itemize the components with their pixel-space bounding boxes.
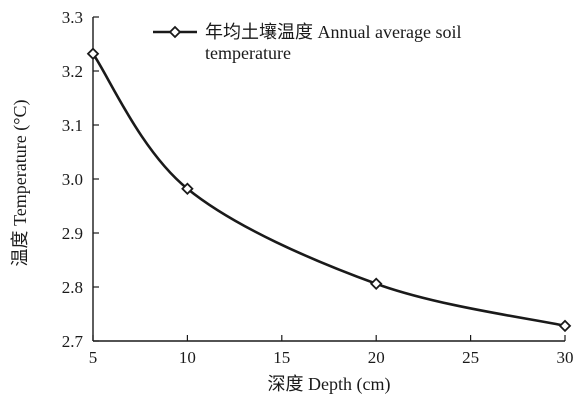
data-point-marker	[369, 277, 383, 291]
series-layer	[86, 47, 572, 333]
series-line	[91, 52, 566, 328]
x-tick-label: 15	[273, 348, 290, 367]
legend-diamond-marker	[168, 25, 182, 39]
axes	[92, 17, 565, 342]
y-tick-label: 3.3	[62, 8, 83, 27]
legend: 年均土壤温度 Annual average soil temperature	[153, 22, 461, 63]
x-tick-label: 5	[89, 348, 98, 367]
y-tick-label: 2.9	[62, 224, 83, 243]
y-tick-label: 3.2	[62, 62, 83, 81]
data-point-marker	[181, 182, 194, 195]
y-tick-label: 2.8	[62, 278, 83, 297]
x-tick-label: 20	[368, 348, 385, 367]
x-axis-title: 深度 Depth (cm)	[268, 374, 391, 395]
x-tick-label: 25	[462, 348, 479, 367]
y-axis-title: 温度 Temperature (°C)	[10, 100, 31, 267]
y-tick-label: 2.7	[62, 332, 84, 351]
data-point-marker	[558, 319, 572, 333]
y-tick-label: 3.1	[62, 116, 83, 135]
y-tick-label: 3.0	[62, 170, 83, 189]
legend-label-line-2: temperature	[205, 43, 291, 63]
tick-labels: 5 10 15 20 25 30 2.7 2.8 2.9 3.0 3.1 3.2 3.3	[62, 8, 574, 367]
x-tick-label: 10	[179, 348, 196, 367]
x-tick-label: 30	[557, 348, 574, 367]
legend-label-line-1: 年均土壤温度 Annual average soil	[205, 22, 461, 42]
data-point-marker	[86, 47, 100, 60]
tick-marks	[92, 16, 566, 342]
